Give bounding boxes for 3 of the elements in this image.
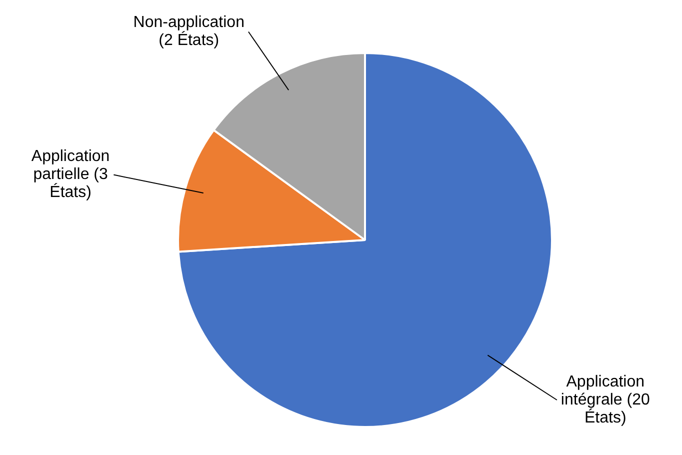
slice-label: Non-application (2 États)	[133, 14, 244, 50]
slice-label: Application intégrale (20 États)	[560, 373, 650, 426]
slice-label: Application partielle (3 États)	[31, 148, 110, 202]
